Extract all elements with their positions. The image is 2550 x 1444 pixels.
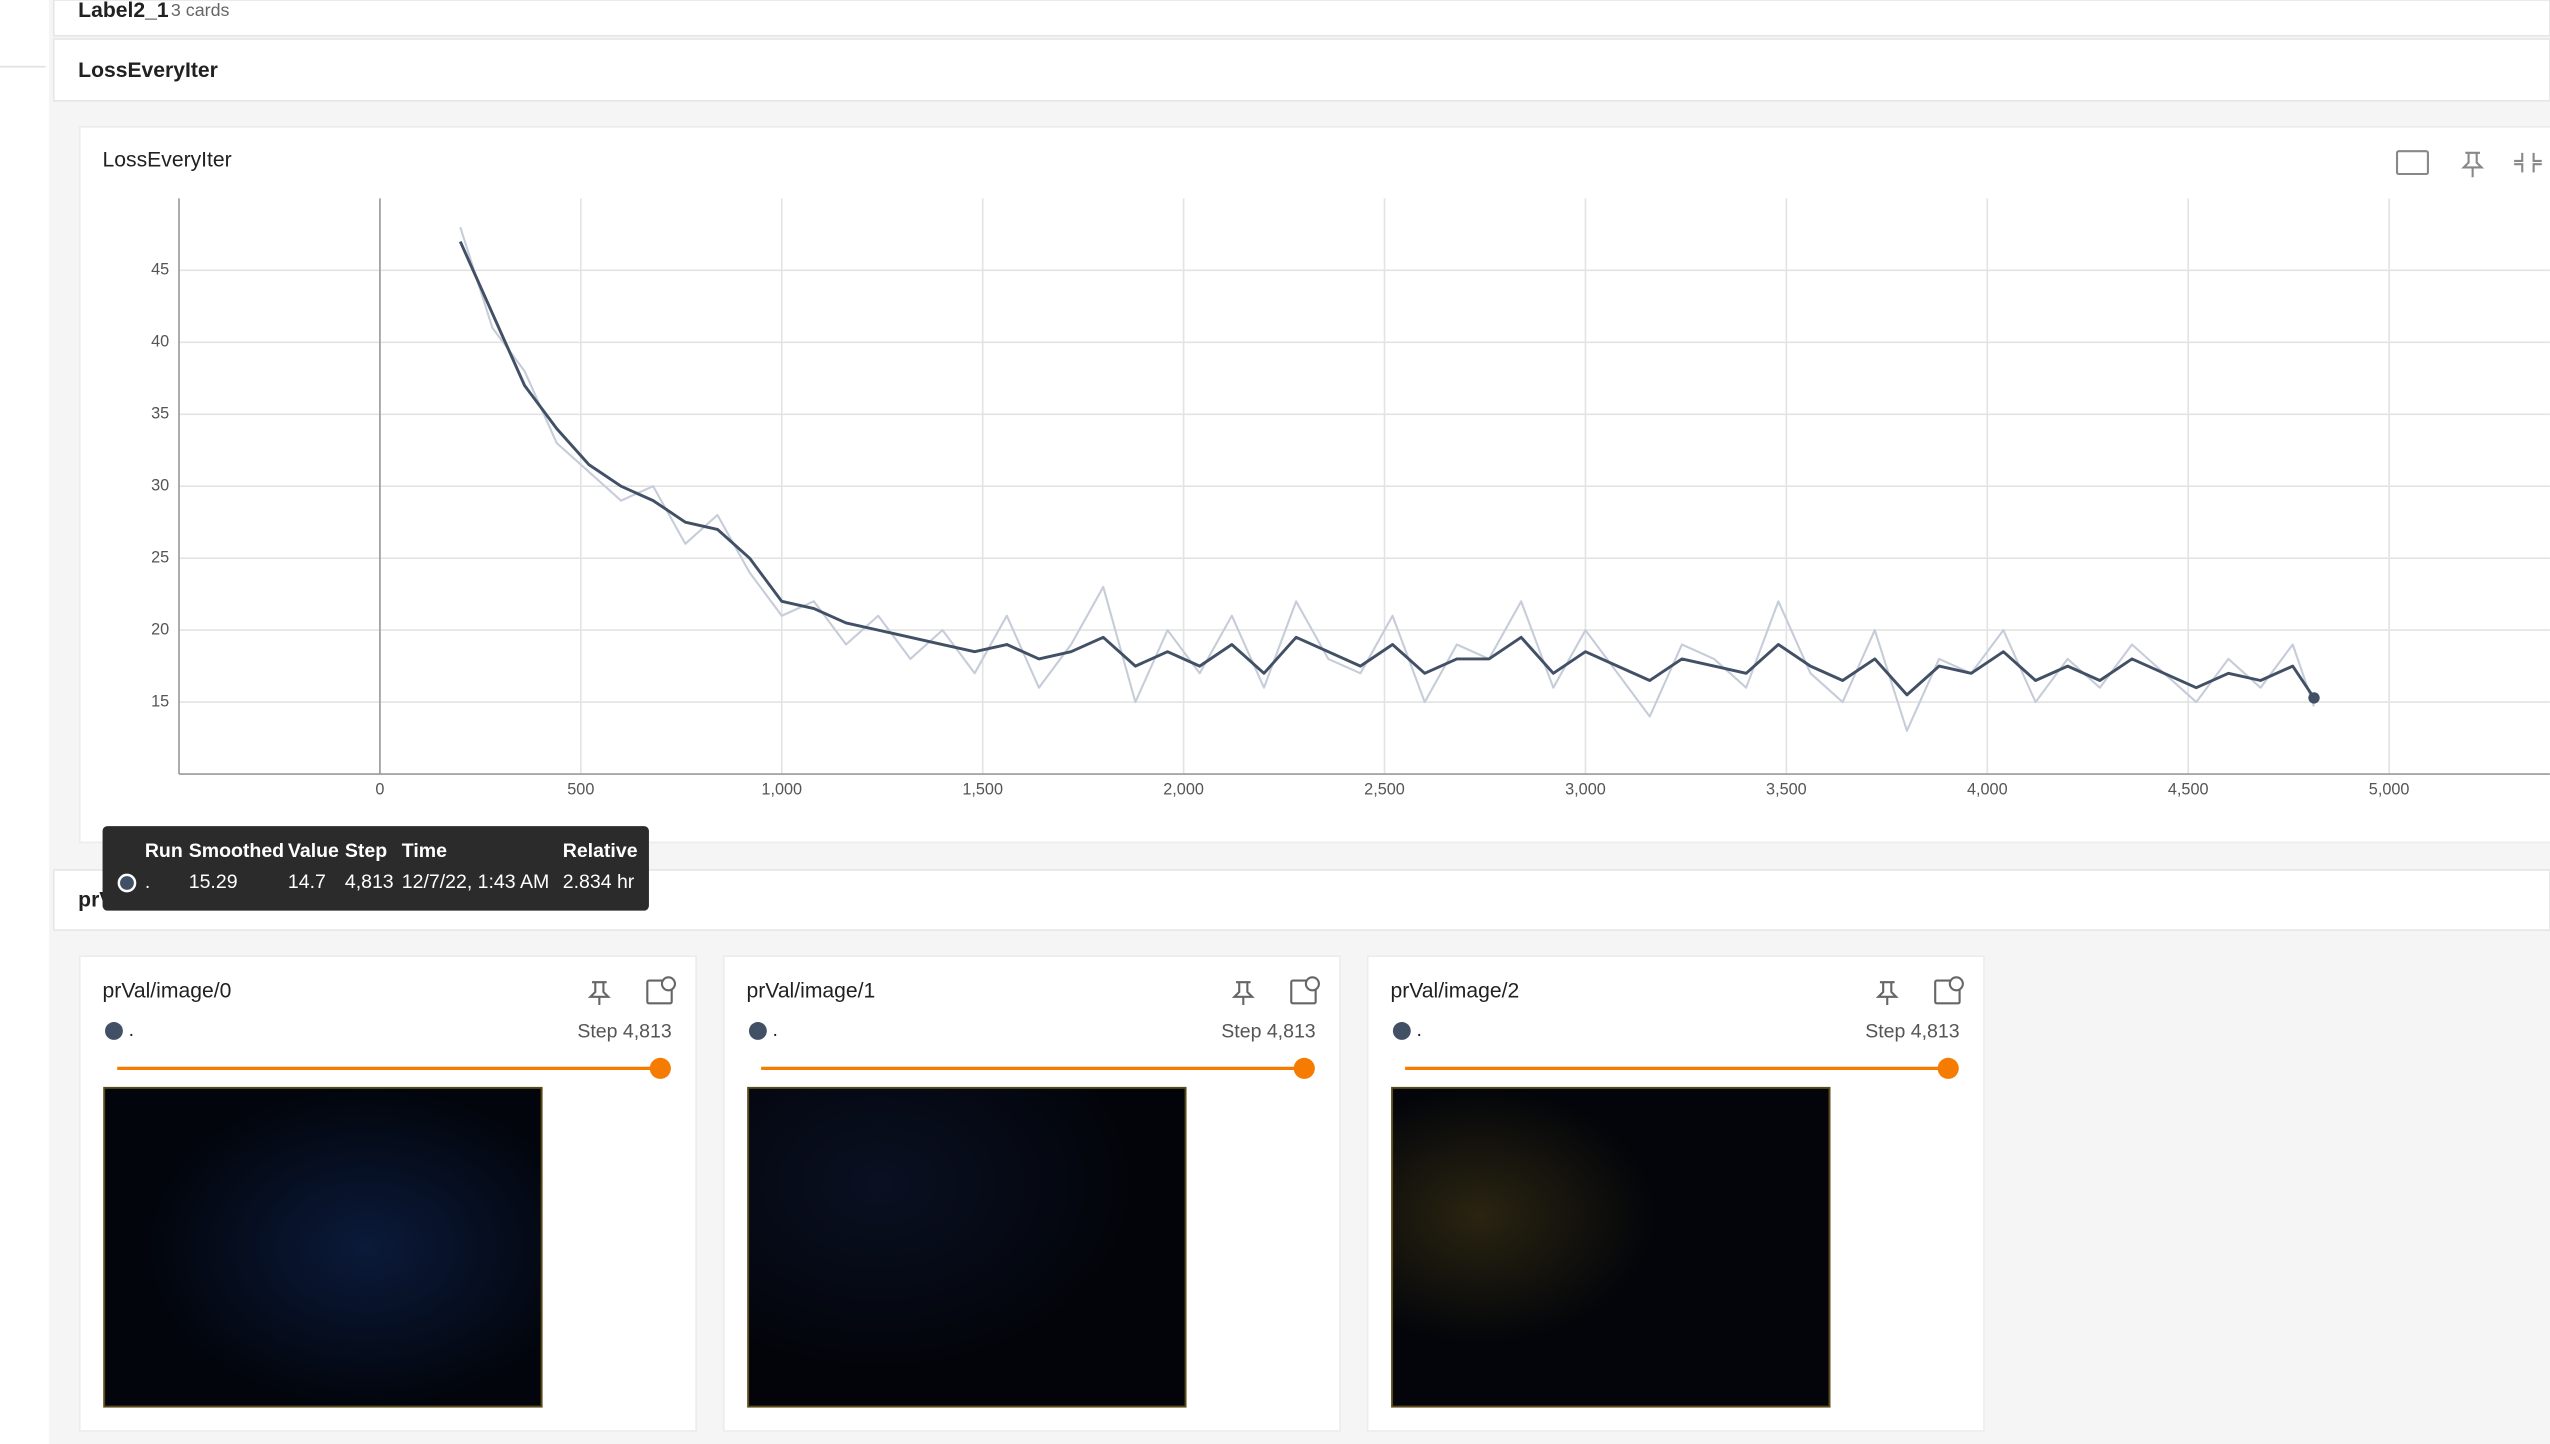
sample-image [747, 1086, 1187, 1408]
card-title: prVal/image/1 [747, 980, 876, 1003]
x-tick-label: 4,500 [2168, 781, 2209, 799]
section-title: Label2_1 [78, 0, 169, 22]
tooltip-cell: . [145, 871, 150, 893]
section-bar[interactable] [52, 38, 2550, 102]
y-tick-label: 45 [151, 261, 169, 279]
tooltip-header: Relative [563, 840, 638, 862]
card-icons[interactable] [2395, 150, 2542, 178]
x-tick-label: 3,500 [1766, 781, 1807, 799]
end-point [2308, 692, 2320, 704]
tooltip-header: Value [288, 840, 339, 862]
fit-icon[interactable] [2395, 150, 2429, 176]
image-cards: prVal/image/0. Step 4,813 prVal/image/1. St… [78, 955, 1985, 1432]
x-tick-label: 500 [567, 781, 594, 799]
tooltip-cell: 4,813 [345, 871, 394, 893]
y-tick-label: 25 [151, 548, 169, 566]
tooltip-header: Time [402, 840, 447, 862]
run-swatch [117, 873, 137, 893]
image-card: prVal/image/2. Step 4,813 [1366, 955, 1985, 1432]
image-search-lens [1948, 976, 1964, 992]
section-bar [52, 0, 2550, 37]
image-card: prVal/image/0. Step 4,813 [78, 955, 697, 1432]
pin-icon[interactable] [2461, 151, 2485, 178]
image-search-lens [1304, 976, 1320, 992]
chart-title: LossEveryIter [103, 149, 232, 172]
slider-knob[interactable] [1293, 1057, 1315, 1079]
x-tick-label: 1,500 [962, 781, 1003, 799]
series-group [458, 226, 2316, 732]
y-tick-label: 20 [151, 620, 169, 638]
tooltip-header: Smoothed [189, 840, 284, 862]
tooltip-header: Run [145, 840, 183, 862]
sidebar [0, 0, 49, 1444]
step-label: Step 4,813 [1865, 1021, 1959, 1043]
tooltip-cell: 12/7/22, 1:43 AM [402, 871, 549, 893]
image-search-icon[interactable] [1934, 979, 1961, 1005]
step-label: Step 4,813 [1221, 1021, 1315, 1043]
slider-knob[interactable] [649, 1057, 671, 1079]
pin-icon[interactable] [1231, 981, 1255, 1005]
run-dot [105, 1022, 123, 1040]
x-tick-label: 2,500 [1364, 781, 1405, 799]
image-search-lens [660, 976, 677, 992]
run-dot [748, 1022, 767, 1040]
run-name: . [129, 1019, 134, 1041]
run-name: . [1416, 1019, 1421, 1041]
sample-image [1391, 1086, 1831, 1408]
section-count: 3 cards [171, 0, 230, 20]
card-title: prVal/image/0 [103, 980, 232, 1003]
y-tick-label: 30 [151, 477, 169, 495]
sample-image [103, 1086, 543, 1408]
x-tick-label: 4,000 [1967, 781, 2008, 799]
x-tick-label: 0 [375, 781, 384, 799]
section-title: LossEveryIter [78, 59, 218, 82]
image-search-icon[interactable] [646, 979, 673, 1005]
x-tick-label: 1,000 [761, 781, 802, 799]
card-title: prVal/image/2 [1390, 980, 1519, 1003]
smoothed-line [458, 240, 2316, 699]
image-card: prVal/image/1. Step 4,813 [722, 955, 1341, 1432]
y-tick-label: 35 [151, 405, 169, 423]
tooltip-header: Step [345, 840, 387, 862]
slider-knob[interactable] [1937, 1057, 1959, 1079]
step-label: Step 4,813 [577, 1021, 671, 1043]
run-dot [1392, 1022, 1411, 1040]
x-tick-label: 2,000 [1163, 781, 1204, 799]
x-tick-label: 5,000 [2369, 781, 2410, 799]
y-tick-label: 15 [151, 692, 169, 710]
plot: 15 20 25 30 35 40 45 0 500 1,000 1,500 2,000 2,500 3,… [151, 198, 2550, 799]
raw-line [459, 226, 2315, 732]
run-name: . [773, 1019, 778, 1041]
tooltip: Run Smoothed Value Step Time Relative. 15.29 14… [102, 826, 649, 911]
y-tick-label: 40 [151, 333, 169, 351]
x-tick-label: 3,000 [1565, 781, 1606, 799]
pin-icon[interactable] [1875, 981, 1899, 1005]
image-search-icon[interactable] [1290, 979, 1317, 1005]
tooltip-box [102, 826, 649, 911]
chart-card [78, 126, 2550, 844]
tooltip-cell: 2.834 hr [563, 871, 635, 893]
pin-icon[interactable] [587, 981, 611, 1005]
tooltip-cell: 15.29 [189, 871, 238, 893]
tooltip-cell: 14.7 [288, 871, 326, 893]
collapse-icon[interactable] [2514, 152, 2542, 173]
